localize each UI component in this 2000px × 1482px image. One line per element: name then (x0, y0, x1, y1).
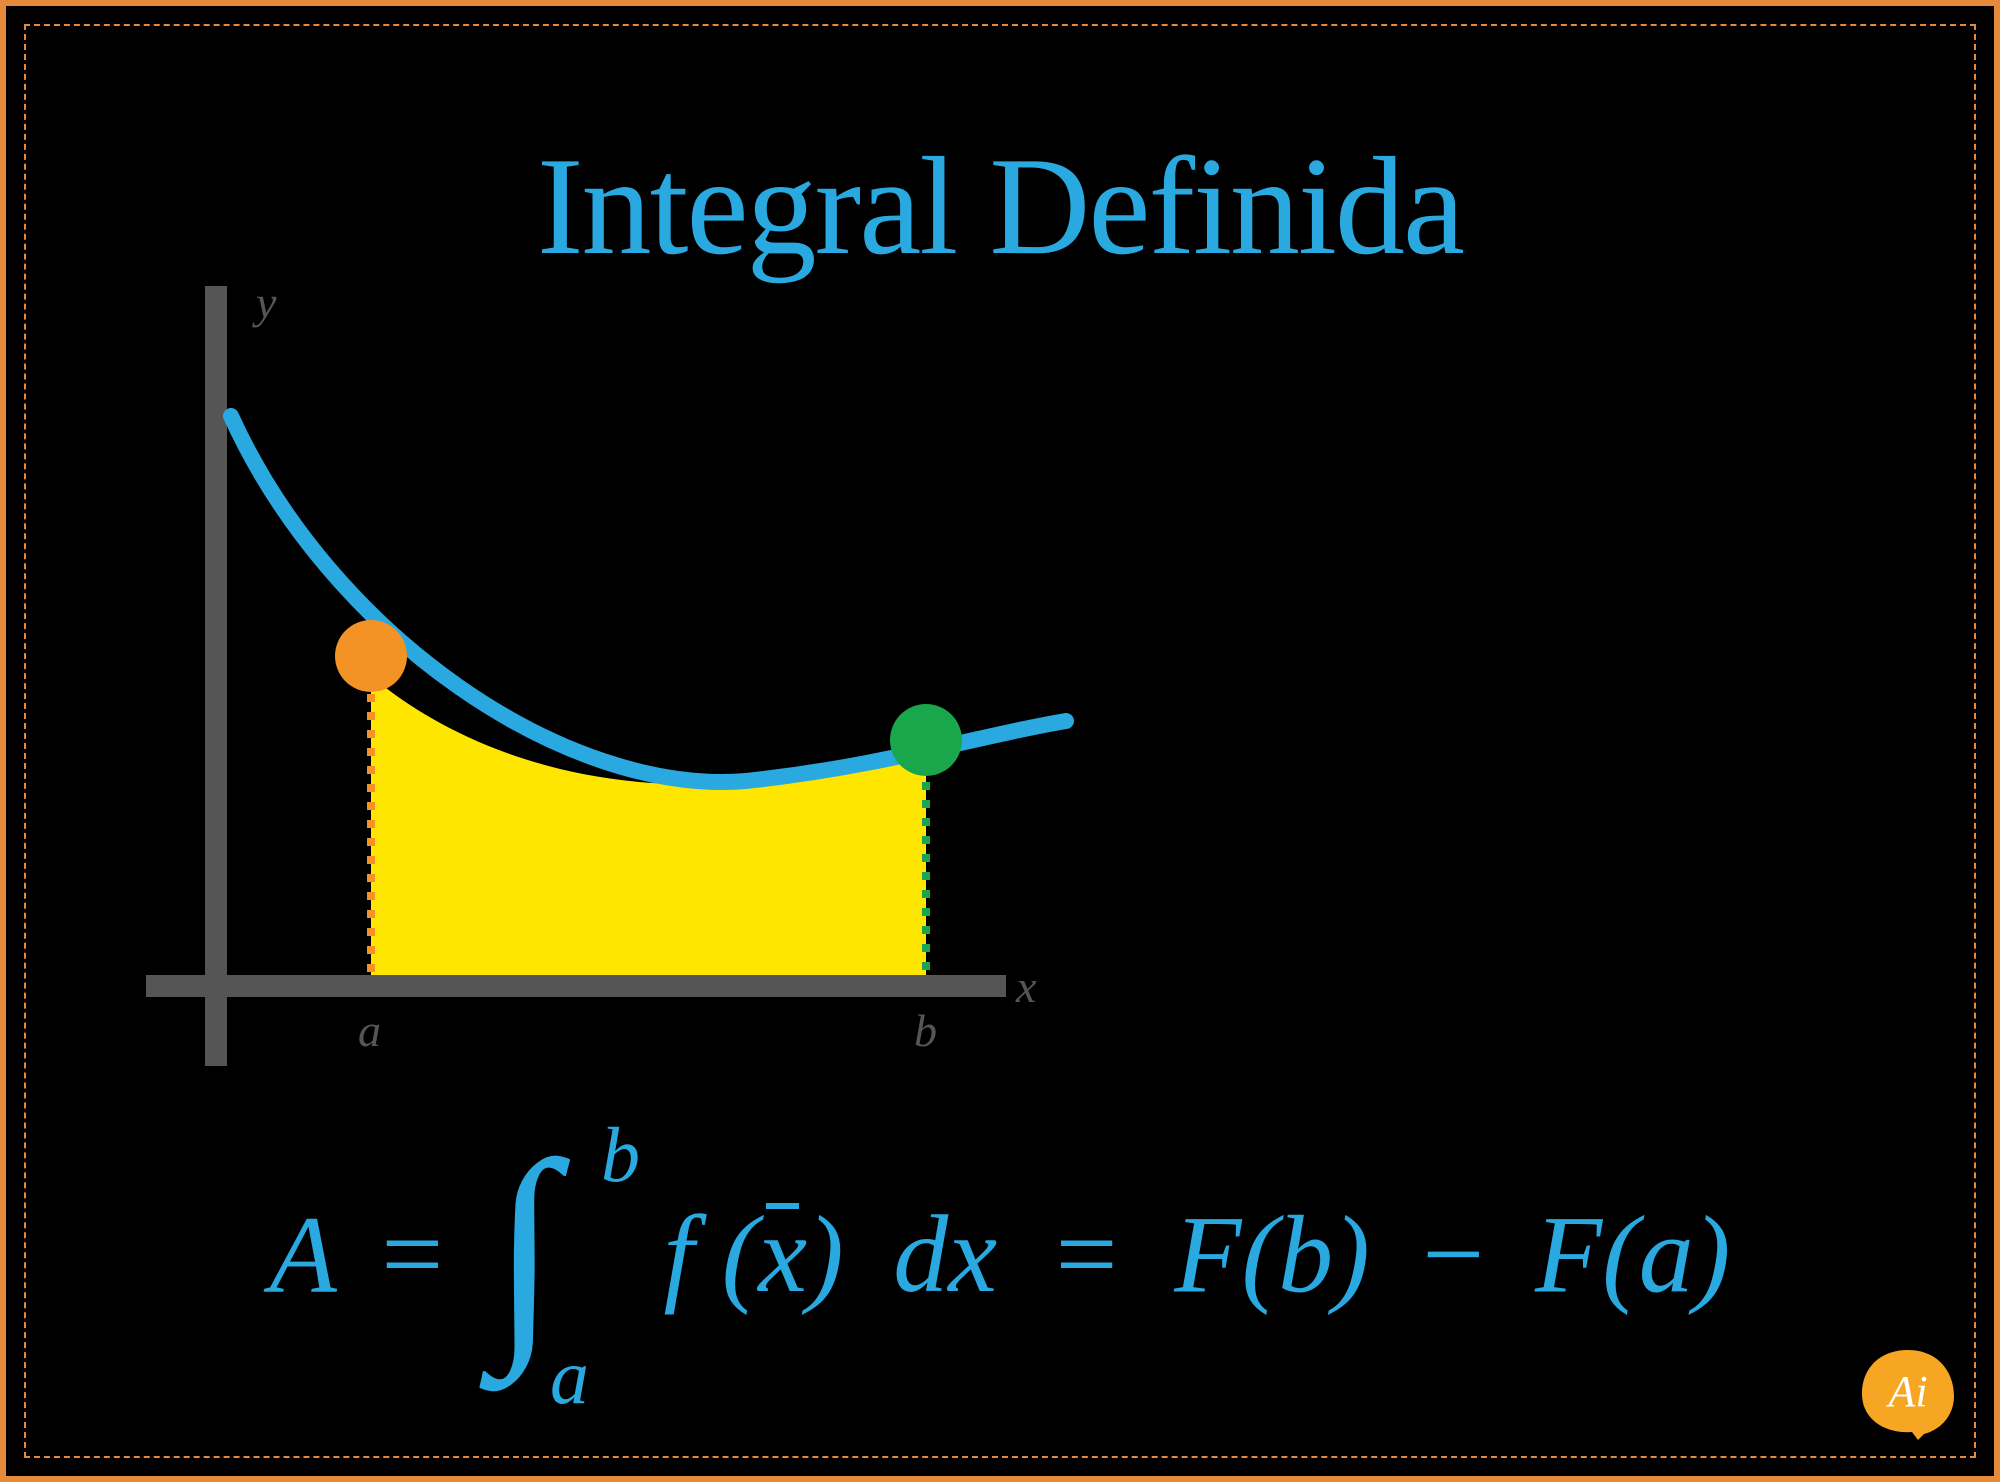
point-b (890, 704, 962, 776)
axis-notch (866, 998, 1016, 1022)
integrand-paren-open: ( (722, 1193, 759, 1315)
formula-lhs: A (270, 1193, 335, 1315)
integral-sign-glyph: ∫ (492, 1116, 558, 1376)
integral-upper-bound: b (601, 1110, 640, 1200)
integral-lower-bound: a (550, 1332, 589, 1422)
point-a (335, 620, 407, 692)
formula-Fa: F(a) (1535, 1193, 1730, 1315)
badge-text: Ai (1885, 1367, 1927, 1416)
formula-Fb: F(b) (1174, 1193, 1369, 1315)
badge-icon: Ai (1858, 1344, 1958, 1440)
integrand-paren-close: ) (807, 1193, 844, 1315)
logo-badge: Ai (1858, 1344, 1958, 1440)
integrand-x-bar: x (758, 1191, 807, 1318)
formula-eq-1: = (374, 1193, 448, 1315)
integrand-dx: dx (893, 1193, 997, 1315)
formula-eq-2: = (1049, 1193, 1123, 1315)
a-label: a (358, 1005, 381, 1056)
integral-formula: A = ∫ b a f (x) dx = F(b) − F(a) (6, 1136, 1994, 1396)
area-under-curve (371, 676, 926, 986)
x-axis-label: x (1015, 961, 1037, 1012)
graph-svg: y a b x (106, 286, 1106, 1086)
integral-symbol: ∫ b a (488, 1136, 608, 1396)
integrand-f: f (664, 1193, 695, 1315)
formula-minus: − (1415, 1193, 1489, 1315)
integral-graph: y a b x (106, 286, 1106, 1086)
y-axis-label: y (252, 286, 277, 328)
title: Integral Definida (6, 126, 1994, 287)
b-label: b (914, 1005, 937, 1056)
page-frame: Integral Definida y a b x (0, 0, 2000, 1482)
